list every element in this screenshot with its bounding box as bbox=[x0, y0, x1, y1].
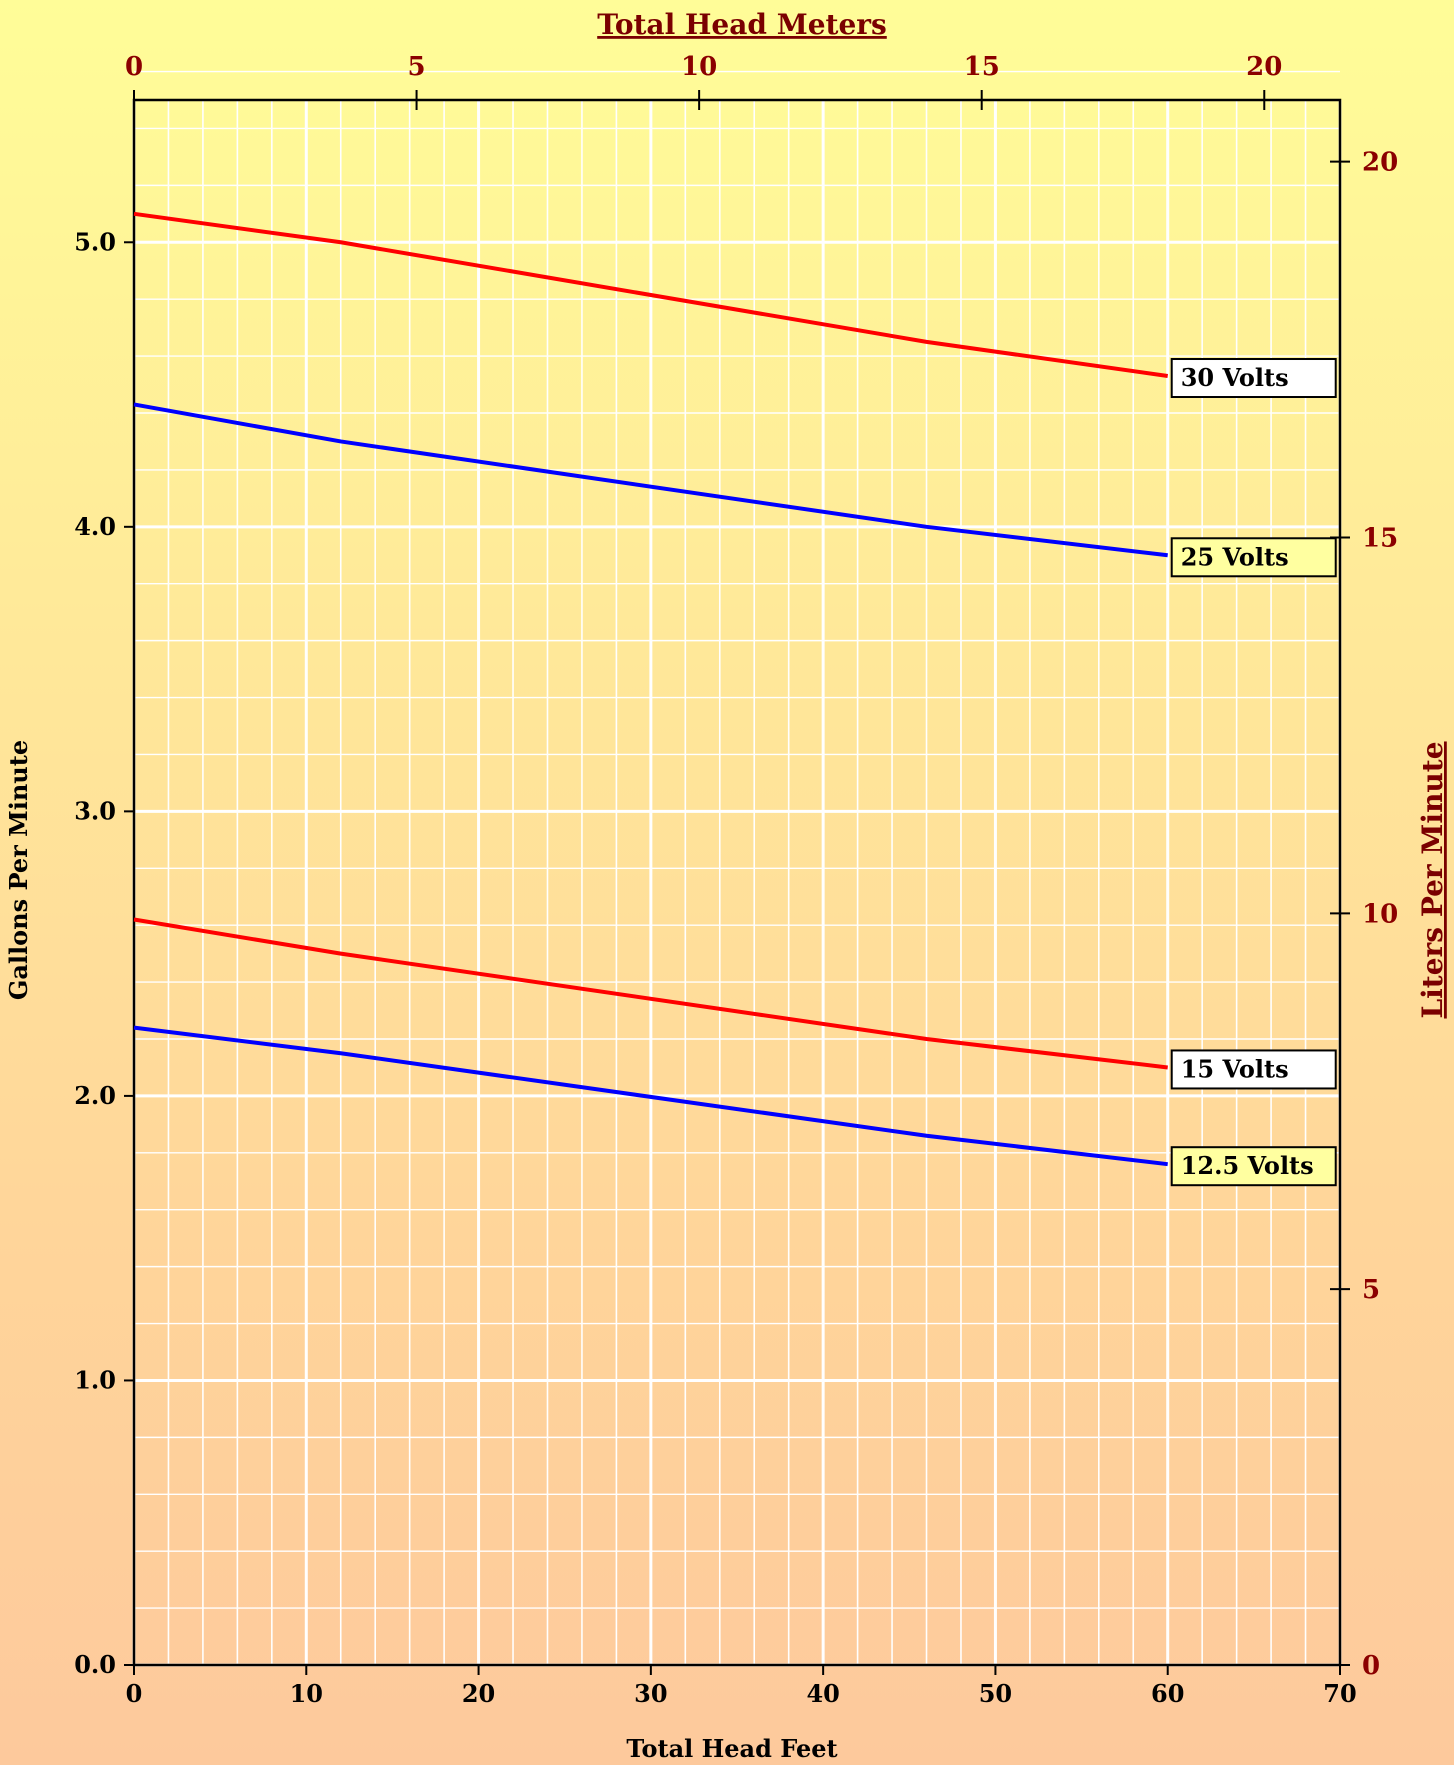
plot-frame bbox=[134, 100, 1340, 1665]
y-axis-title-right: Liters Per Minute bbox=[1416, 741, 1449, 1018]
series-label: 15 Volts bbox=[1181, 1054, 1289, 1083]
y2-tick-label: 5 bbox=[1362, 1275, 1380, 1305]
x-tick-label: 10 bbox=[290, 1679, 323, 1708]
x2-tick-label: 20 bbox=[1246, 52, 1282, 82]
y2-tick-label: 15 bbox=[1362, 523, 1398, 553]
y2-tick-label: 10 bbox=[1362, 899, 1398, 929]
y-tick-label: 5.0 bbox=[74, 227, 116, 256]
x-tick-label: 40 bbox=[806, 1679, 839, 1708]
x-axis-title-top: Total Head Meters bbox=[597, 8, 887, 41]
series-label: 30 Volts bbox=[1181, 363, 1289, 392]
x-tick-label: 70 bbox=[1323, 1679, 1356, 1708]
y-axis-title-left: Gallons Per Minute bbox=[4, 740, 33, 1000]
x2-tick-label: 10 bbox=[681, 52, 717, 82]
x2-tick-label: 0 bbox=[125, 52, 143, 82]
series-label: 12.5 Volts bbox=[1181, 1151, 1314, 1180]
x-tick-label: 0 bbox=[126, 1679, 143, 1708]
x-tick-label: 60 bbox=[1151, 1679, 1184, 1708]
y-tick-label: 3.0 bbox=[74, 796, 116, 825]
x-tick-label: 50 bbox=[979, 1679, 1012, 1708]
y2-tick-label: 20 bbox=[1362, 148, 1398, 178]
y-tick-label: 0.0 bbox=[74, 1650, 116, 1679]
y2-tick-label: 0 bbox=[1362, 1651, 1380, 1681]
x2-tick-label: 15 bbox=[964, 52, 1000, 82]
x-tick-label: 20 bbox=[462, 1679, 495, 1708]
y-tick-label: 2.0 bbox=[74, 1081, 116, 1110]
axes: 0 10 20 30 40 50 60 700.01.02.03.04.05.00 5 10 15 2… bbox=[74, 52, 1398, 1708]
series-labels: 30 Volts 25 Volts 15 Volts 12.5 Volts bbox=[1172, 359, 1336, 1185]
y-tick-label: 4.0 bbox=[74, 512, 116, 541]
series-label: 25 Volts bbox=[1181, 542, 1289, 571]
x-axis-title-bottom: Total Head Feet bbox=[626, 1734, 837, 1763]
x2-tick-label: 5 bbox=[408, 52, 426, 82]
x-tick-label: 30 bbox=[634, 1679, 667, 1708]
y-tick-label: 1.0 bbox=[74, 1365, 116, 1394]
